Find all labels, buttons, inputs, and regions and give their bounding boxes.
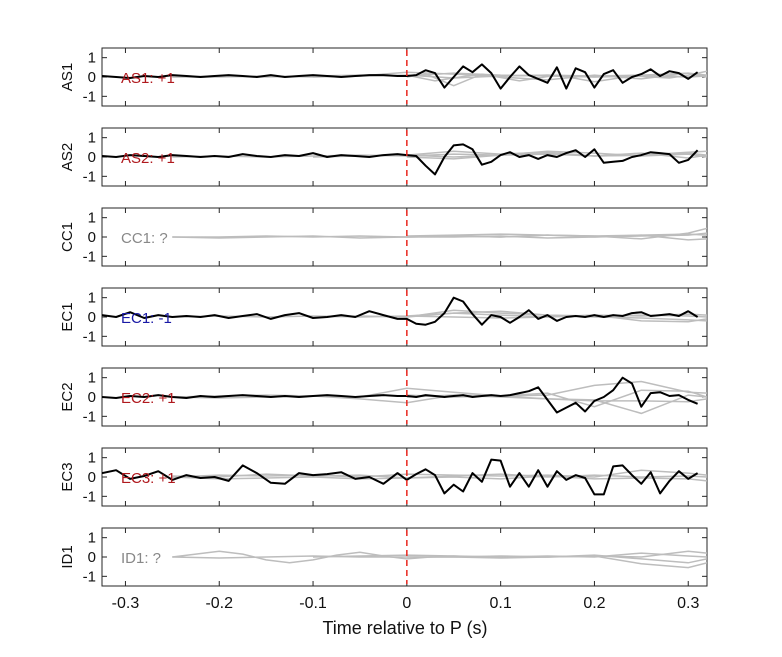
panel-ec2: 1 0 -1 EC2 EC2: +1	[59, 367, 708, 427]
waveform-trace	[102, 376, 698, 414]
polarity-annotation: EC1: -1	[121, 310, 172, 327]
y-axis-label: AS2	[59, 143, 76, 171]
polarity-annotation: AS2: +1	[121, 150, 175, 167]
background-trace	[172, 473, 707, 479]
polarity-annotation: EC2: +1	[121, 390, 176, 407]
panel-as2: 1 0 -1 AS2 AS2: +1	[59, 127, 708, 187]
panel-ec3: 1 0 -1 EC3 EC3: +1	[59, 447, 708, 507]
panel-cc1: 1 0 -1 CC1 CC1: ?	[59, 207, 708, 267]
y-tick-label: -1	[83, 88, 96, 105]
x-tick-label: 0.1	[490, 595, 512, 612]
x-tick-label: -0.3	[112, 595, 140, 612]
x-axis: -0.3 -0.2 -0.1 0 0.1 0.2 0.3	[112, 595, 700, 612]
x-tick-label: -0.1	[299, 595, 327, 612]
x-tick-label: 0.3	[677, 595, 699, 612]
polarity-annotation: CC1: ?	[121, 230, 168, 247]
plot-area	[102, 63, 707, 90]
y-tick-label: 0	[88, 549, 96, 566]
y-tick-label: 0	[88, 149, 96, 166]
x-tick-label: -0.2	[205, 595, 233, 612]
waveform-trace	[102, 63, 699, 90]
y-tick-label: 1	[88, 370, 96, 387]
y-tick-label: -1	[83, 568, 96, 585]
x-tick-label: 0	[402, 595, 411, 612]
polarity-annotation: ID1: ?	[121, 550, 161, 567]
background-trace	[406, 72, 707, 82]
y-axis-label: CC1	[59, 222, 76, 252]
y-axis-label: EC3	[59, 462, 76, 491]
y-tick-label: 1	[88, 290, 96, 307]
background-trace	[172, 475, 707, 482]
y-tick-label: -1	[83, 408, 96, 425]
waveform-trace	[102, 143, 699, 176]
y-tick-label: 1	[88, 210, 96, 227]
y-tick-label: 0	[88, 229, 96, 246]
background-trace	[172, 380, 707, 398]
y-tick-label: 1	[88, 130, 96, 147]
y-tick-label: -1	[83, 488, 96, 505]
y-axis-label: ID1	[59, 545, 76, 568]
y-tick-label: -1	[83, 168, 96, 185]
background-trace	[406, 150, 707, 159]
x-axis-label: Time relative to P (s)	[322, 618, 487, 638]
y-axis-label: EC2	[59, 382, 76, 411]
waveform-trace	[102, 296, 699, 326]
plot-area	[102, 376, 707, 415]
y-axis-label: EC1	[59, 302, 76, 331]
panels-group: 1 0 -1 AS1 AS1: +1 1 0 -1 AS2 AS2: +1 1 0 -1 CC1 CC1: …	[59, 47, 708, 587]
y-tick-label: 1	[88, 530, 96, 547]
plot-area	[102, 458, 707, 496]
plot-area	[102, 296, 707, 326]
y-tick-label: 0	[88, 69, 96, 86]
y-tick-label: -1	[83, 328, 96, 345]
y-tick-label: 0	[88, 309, 96, 326]
plot-area	[172, 550, 707, 569]
background-trace	[172, 232, 707, 239]
background-trace	[406, 555, 707, 569]
background-trace	[406, 234, 707, 241]
background-trace	[406, 70, 707, 87]
y-tick-label: -1	[83, 248, 96, 265]
plot-area	[102, 143, 707, 176]
y-tick-label: 0	[88, 389, 96, 406]
panel-as1: 1 0 -1 AS1 AS1: +1	[59, 47, 708, 107]
panel-id1: 1 0 -1 ID1 ID1: ?	[59, 527, 708, 587]
polarity-annotation: AS1: +1	[121, 70, 175, 87]
y-tick-label: 1	[88, 450, 96, 467]
waveform-trace	[102, 458, 699, 496]
x-tick-label: 0.2	[583, 595, 605, 612]
polarity-annotation: EC3: +1	[121, 470, 176, 487]
background-trace	[172, 469, 707, 478]
plot-area	[172, 227, 707, 241]
background-trace	[312, 552, 707, 558]
panel-ec1: 1 0 -1 EC1 EC1: -1	[59, 287, 708, 347]
y-tick-label: 0	[88, 469, 96, 486]
y-tick-label: 1	[88, 50, 96, 67]
y-axis-label: AS1	[59, 63, 76, 91]
